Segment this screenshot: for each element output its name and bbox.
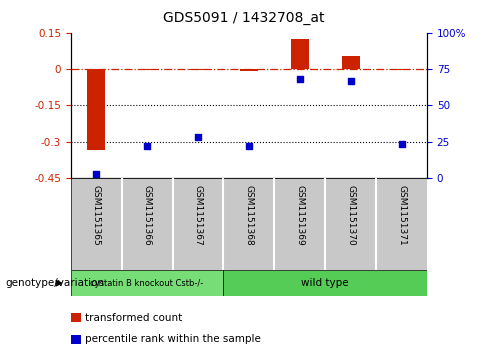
Text: wild type: wild type bbox=[302, 278, 349, 288]
Bar bbox=[224, 270, 427, 296]
Bar bbox=[71, 335, 81, 344]
Point bbox=[92, 171, 100, 176]
Text: transformed count: transformed count bbox=[85, 313, 183, 323]
Point bbox=[296, 76, 304, 82]
Text: GDS5091 / 1432708_at: GDS5091 / 1432708_at bbox=[163, 11, 325, 25]
Text: GSM1151365: GSM1151365 bbox=[92, 185, 101, 246]
Bar bbox=[71, 313, 81, 322]
Bar bbox=[240, 69, 258, 71]
Text: cystatin B knockout Cstb-/-: cystatin B knockout Cstb-/- bbox=[90, 279, 203, 287]
Point bbox=[398, 142, 406, 147]
Point bbox=[347, 78, 355, 83]
Text: GSM1151368: GSM1151368 bbox=[244, 185, 253, 246]
Text: GSM1151369: GSM1151369 bbox=[295, 185, 305, 246]
Bar bbox=[71, 270, 224, 296]
Bar bbox=[87, 69, 105, 150]
Text: genotype/variation: genotype/variation bbox=[5, 278, 104, 288]
Bar bbox=[138, 69, 156, 70]
Point bbox=[194, 134, 202, 140]
Text: percentile rank within the sample: percentile rank within the sample bbox=[85, 334, 261, 344]
Bar bbox=[393, 69, 410, 70]
Text: GSM1151366: GSM1151366 bbox=[142, 185, 152, 246]
Bar bbox=[291, 39, 309, 69]
Text: GSM1151371: GSM1151371 bbox=[397, 185, 406, 246]
Point bbox=[143, 143, 151, 149]
Text: GSM1151367: GSM1151367 bbox=[193, 185, 203, 246]
Bar bbox=[189, 69, 207, 70]
Point bbox=[245, 143, 253, 149]
Text: GSM1151370: GSM1151370 bbox=[346, 185, 355, 246]
Bar bbox=[342, 56, 360, 69]
